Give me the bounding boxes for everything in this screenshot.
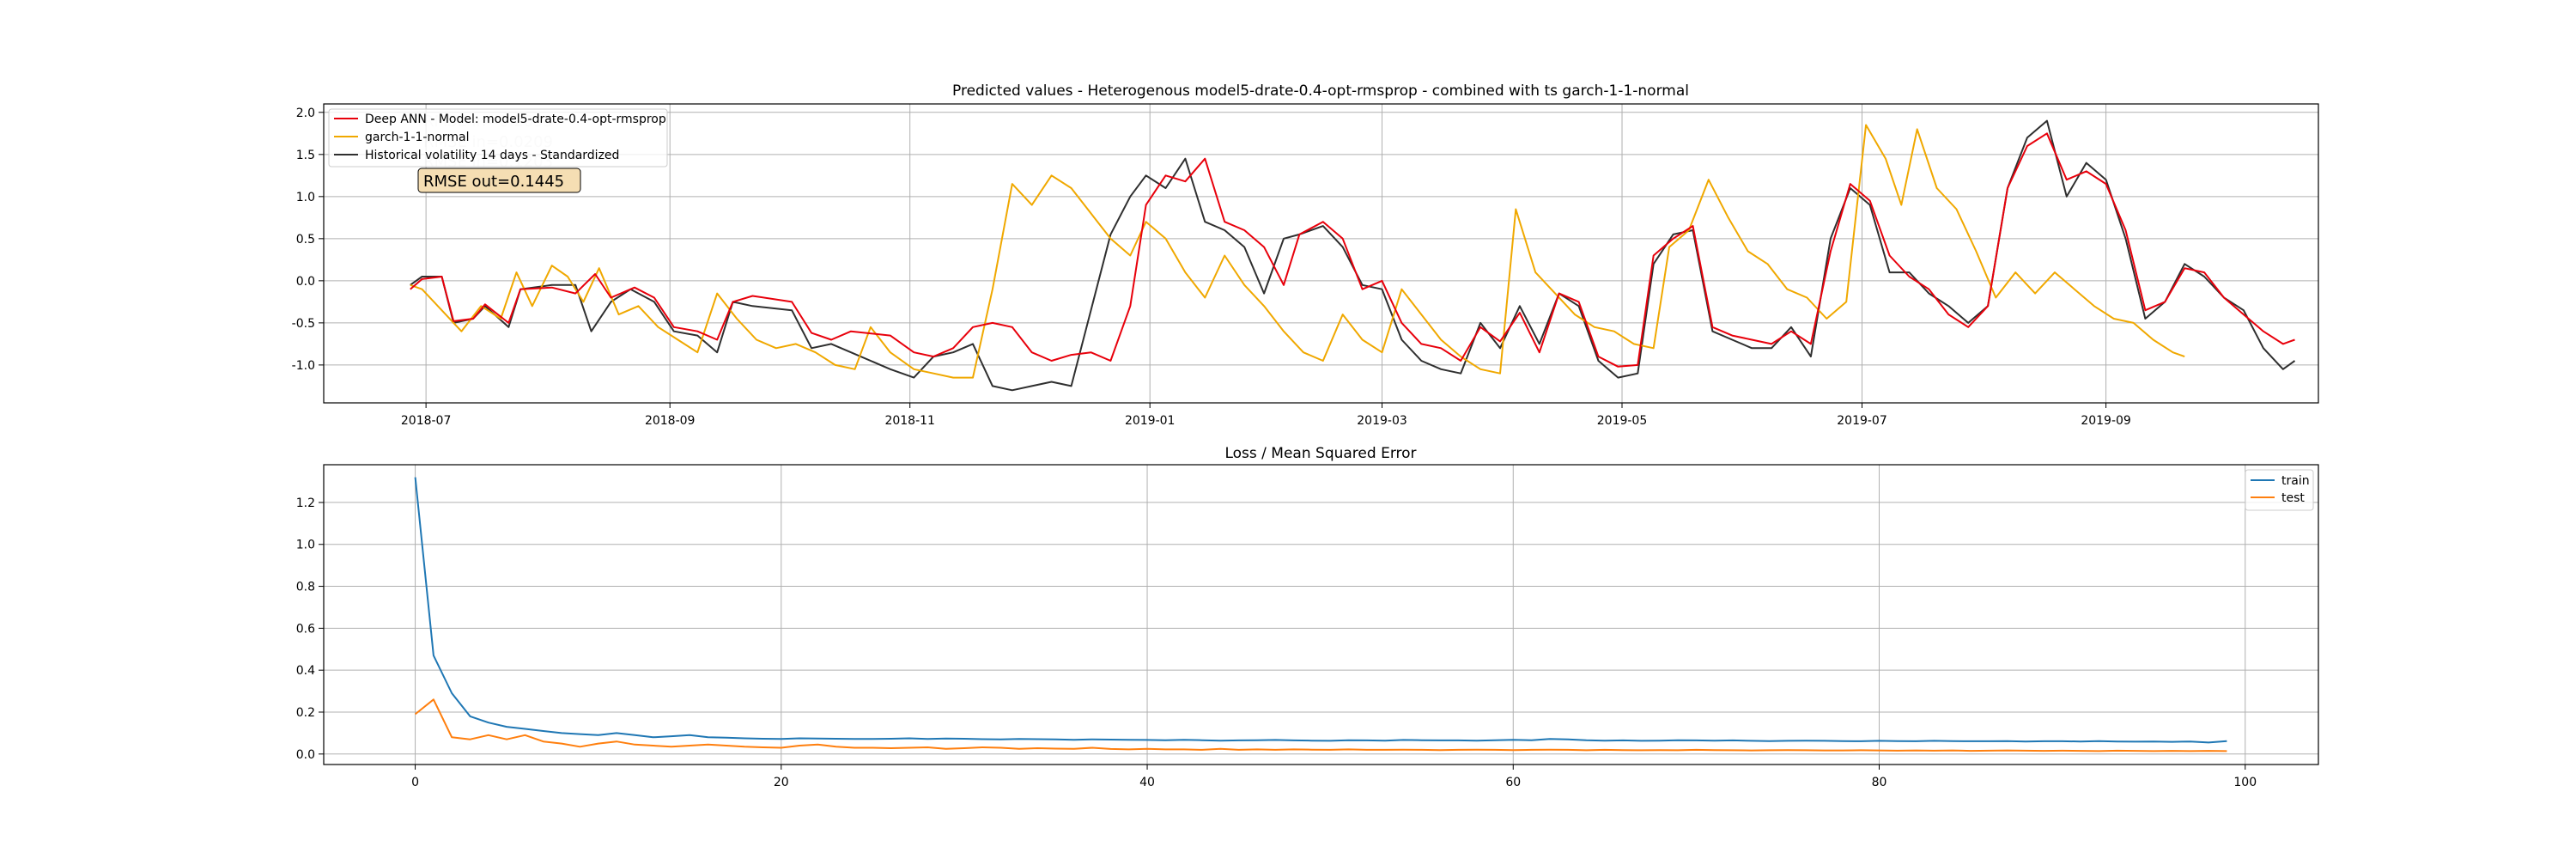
y-tick-label: 0.0 — [296, 275, 315, 289]
x-tick-label: 20 — [774, 776, 789, 789]
y-tick-label: 0.2 — [296, 706, 315, 720]
legend: Deep ANN - Model: model5-drate-0.4-opt-r… — [328, 108, 668, 168]
x-ticks: 0 20 40 60 80 100 — [411, 765, 2257, 789]
y-tick-label: 0.6 — [296, 622, 315, 636]
chart-title: Predicted values - Heterogenous model5-d… — [952, 82, 1689, 100]
x-tick-label: 2019-07 — [1837, 414, 1887, 428]
y-ticks: 0.0 0.2 0.4 0.6 0.8 1.0 1.2 — [296, 497, 324, 762]
y-tick-label: 1.0 — [296, 191, 315, 204]
legend-label: train — [2281, 474, 2310, 488]
y-tick-label: -1.0 — [292, 359, 315, 373]
x-tick-label: 80 — [1872, 776, 1887, 789]
series-lines — [414, 477, 2227, 752]
x-tick-label: 2019-01 — [1125, 414, 1176, 428]
y-ticks: -1.0 -0.5 0.0 0.5 1.0 1.5 2.0 — [292, 107, 324, 373]
series-line — [410, 132, 2295, 368]
y-tick-label: 1.2 — [296, 497, 315, 510]
y-tick-label: 0.5 — [296, 233, 315, 247]
y-tick-label: -0.5 — [292, 317, 315, 331]
y-tick-label: 1.0 — [296, 539, 315, 552]
x-tick-label: 2019-03 — [1357, 414, 1407, 428]
legend-label: test — [2281, 491, 2305, 505]
legend-label: Historical volatility 14 days - Standard… — [365, 149, 619, 162]
x-tick-label: 0 — [411, 776, 419, 789]
y-tick-label: 1.5 — [296, 149, 315, 162]
x-tick-label: 100 — [2233, 776, 2257, 789]
x-tick-label: 2018-07 — [401, 414, 452, 428]
x-tick-label: 60 — [1505, 776, 1521, 789]
rmse-out-label: RMSE out=0.1445 — [423, 173, 564, 191]
y-tick-label: 2.0 — [296, 107, 315, 120]
series-line — [414, 698, 2227, 752]
axes-frame — [323, 103, 2319, 404]
y-tick-label: 0.4 — [296, 664, 315, 678]
y-tick-label: 0.8 — [296, 581, 315, 594]
x-tick-label: 2019-05 — [1597, 414, 1648, 428]
loss-panel: Loss / Mean Squared Error 0.00.20.40.60.… — [296, 445, 2319, 789]
legend: train test — [2245, 469, 2314, 511]
chart-title: Loss / Mean Squared Error — [1224, 445, 1416, 462]
x-ticks: 2018-07 2018-09 2018-11 2019-01 2019-03 2019-… — [401, 403, 2131, 428]
x-tick-label: 40 — [1139, 776, 1155, 789]
legend-label: garch-1-1-normal — [365, 131, 470, 144]
series-line — [410, 124, 2185, 379]
grid-lines — [324, 465, 2318, 765]
legend-label: Deep ANN - Model: model5-drate-0.4-opt-r… — [365, 113, 666, 126]
predicted-values-panel: Predicted values - Heterogenous model5-d… — [292, 82, 2319, 428]
x-tick-label: 2018-11 — [884, 414, 935, 428]
legend-frame — [328, 108, 668, 168]
axes-frame — [323, 464, 2319, 765]
y-tick-label: 0.0 — [296, 748, 315, 762]
series-line — [414, 477, 2227, 744]
x-tick-label: 2018-09 — [645, 414, 696, 428]
series-lines — [410, 119, 2296, 392]
x-tick-label: 2019-09 — [2081, 414, 2131, 428]
rmse-box — [417, 168, 581, 193]
